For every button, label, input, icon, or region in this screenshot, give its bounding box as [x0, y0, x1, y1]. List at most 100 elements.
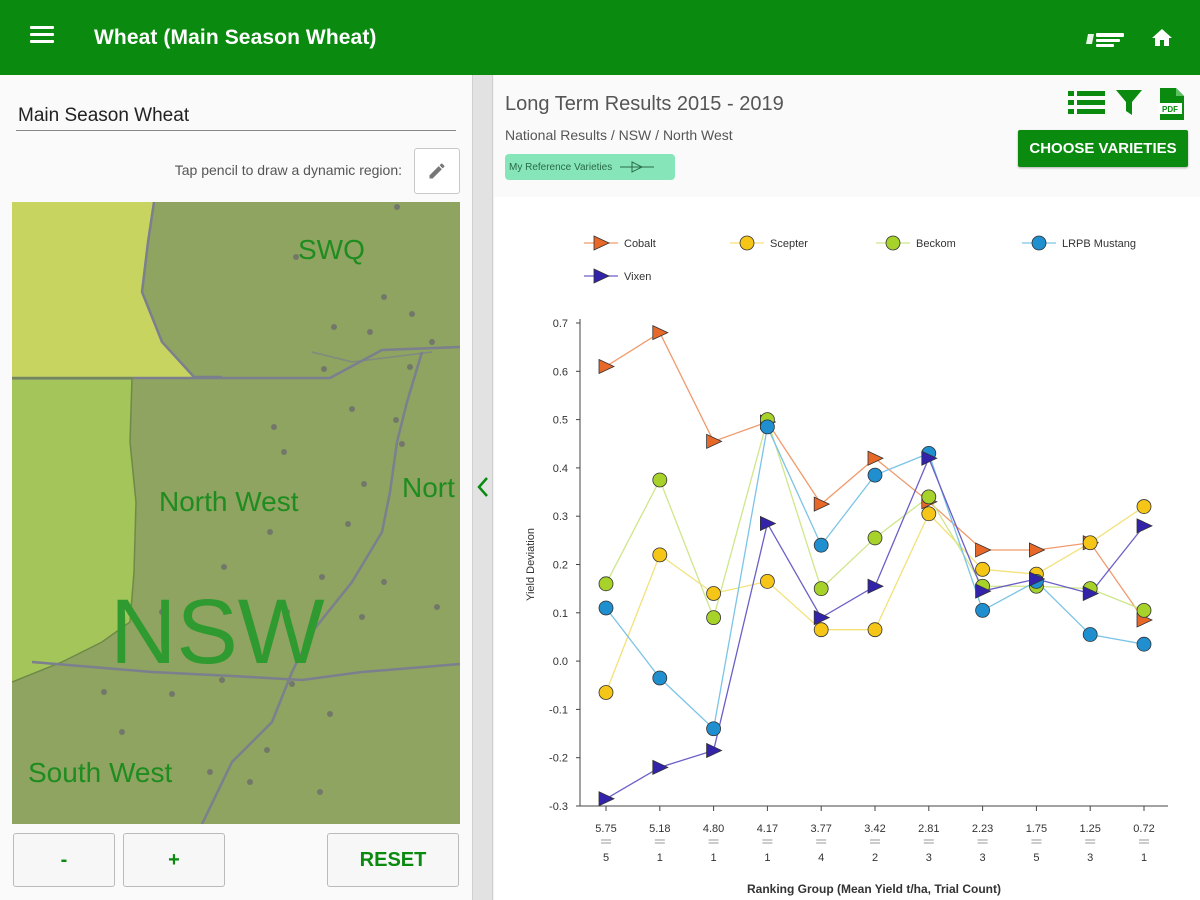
x-tick-label: 4.80: [703, 823, 724, 835]
x-tick-label: 1.75: [1026, 823, 1047, 835]
data-point-vixen: [975, 583, 992, 599]
data-point-scepter: [1082, 535, 1098, 551]
pdf-export-icon[interactable]: PDF: [1156, 87, 1186, 121]
data-point-cobalt: [867, 450, 884, 466]
results-panel: Long Term Results 2015 - 2019 National R…: [494, 75, 1200, 900]
data-point-vixen: [1029, 571, 1046, 587]
data-point-scepter: [598, 685, 614, 700]
choose-varieties-button[interactable]: CHOOSE VARIETIES: [1018, 130, 1188, 167]
data-point-scepter: [652, 547, 668, 563]
menu-icon[interactable]: [30, 26, 54, 48]
legend-label-lrpb-mustang: LRPB Mustang: [1062, 238, 1136, 250]
legend-label-vixen: Vixen: [624, 271, 651, 283]
y-tick-label: 0.4: [553, 463, 568, 475]
x-tick-label: 5.18: [649, 823, 670, 835]
data-point-lrpb-mustang: [813, 537, 829, 553]
data-point-vixen: [598, 791, 615, 807]
trial-name-field[interactable]: [16, 101, 456, 131]
x-tick-label: 3.42: [864, 823, 885, 835]
data-point-scepter: [813, 622, 829, 638]
region-panel: Tap pencil to draw a dynamic region:: [0, 75, 472, 900]
results-title: Long Term Results 2015 - 2019: [505, 93, 784, 115]
data-point-beckom: [867, 530, 883, 546]
pencil-hint: Tap pencil to draw a dynamic region:: [174, 162, 402, 178]
y-tick-label: -0.2: [549, 753, 568, 765]
yield-deviation-chart: 0.7 0.6 0.5 0.4 0.3 0.2 0.1 0.0 -0.1 -0.2 -0.3 5.75…: [525, 235, 1168, 896]
x-tick-label: 2.23: [972, 823, 993, 835]
data-point-lrpb-mustang: [1082, 627, 1098, 642]
zoom-out-button[interactable]: -: [13, 833, 115, 887]
legend-marker-scepter: [739, 235, 755, 251]
data-point-cobalt: [975, 542, 992, 558]
x-trial-count-label: 1: [711, 852, 717, 864]
data-point-lrpb-mustang: [975, 602, 991, 618]
data-point-cobalt: [652, 325, 669, 341]
data-point-vixen: [813, 610, 831, 626]
data-point-lrpb-mustang: [1136, 636, 1152, 652]
chevron-left-icon[interactable]: [476, 476, 490, 498]
data-point-lrpb-mustang: [652, 670, 668, 686]
legend-marker-vixen: [593, 268, 610, 284]
x-tick-label: 3.77: [810, 823, 831, 835]
reference-line-icon: [620, 161, 655, 173]
data-point-vixen: [867, 578, 884, 594]
pencil-icon: [429, 163, 445, 179]
data-point-scepter: [921, 506, 937, 522]
legend-label-cobalt: Cobalt: [624, 238, 656, 250]
data-point-scepter: [975, 561, 991, 577]
results-header: Long Term Results 2015 - 2019 National R…: [494, 75, 1200, 197]
svg-text:PDF: PDF: [1162, 105, 1178, 114]
list-view-icon[interactable]: [1068, 87, 1106, 119]
x-tick-label: 4.17: [757, 823, 778, 835]
data-point-scepter: [867, 622, 883, 638]
zoom-in-button[interactable]: +: [123, 833, 225, 887]
data-point-beckom: [652, 472, 668, 488]
panel-divider[interactable]: [472, 75, 493, 900]
region-map[interactable]: SWQ North West Nort NSW South West: [12, 202, 460, 824]
y-axis-label: Yield Deviation: [525, 528, 537, 601]
region-label-north-west[interactable]: North West: [159, 486, 299, 517]
x-tick-label: 1.25: [1079, 823, 1100, 835]
data-point-beckom: [706, 610, 722, 626]
x-trial-count-label: 3: [980, 852, 986, 864]
nvt-logo-icon: [1086, 33, 1124, 47]
y-tick-label: 0.5: [553, 415, 568, 427]
x-tick-label: 5.75: [595, 823, 616, 835]
x-trial-count-label: 1: [764, 852, 770, 864]
reset-button[interactable]: RESET: [327, 833, 459, 887]
data-point-lrpb-mustang: [706, 721, 722, 737]
y-tick-label: -0.3: [549, 801, 568, 813]
reference-varieties-chip[interactable]: My Reference Varieties: [505, 154, 675, 180]
filter-icon[interactable]: [1115, 87, 1143, 119]
home-icon[interactable]: [1150, 26, 1174, 50]
breadcrumb[interactable]: National Results / NSW / North West: [505, 127, 733, 143]
data-point-beckom: [813, 581, 829, 597]
data-point-cobalt: [706, 433, 723, 449]
y-tick-label: 0.6: [553, 366, 568, 378]
app-bar: Wheat (Main Season Wheat): [0, 0, 1200, 75]
y-tick-label: -0.1: [549, 704, 568, 716]
y-tick-label: 0.2: [553, 560, 568, 572]
data-point-beckom: [921, 489, 937, 505]
legend-label-scepter: Scepter: [770, 238, 808, 250]
x-trial-count-label: 1: [657, 852, 663, 864]
legend-marker-beckom: [885, 235, 901, 251]
y-tick-label: 0.1: [553, 608, 568, 620]
y-tick-label: 0.0: [553, 656, 568, 668]
draw-region-button[interactable]: [414, 148, 460, 194]
data-point-cobalt: [1029, 542, 1046, 558]
region-label-south-west[interactable]: South West: [28, 757, 173, 788]
data-point-vixen: [921, 450, 938, 466]
x-trial-count-label: 4: [818, 852, 824, 864]
x-tick-label: 2.81: [918, 823, 939, 835]
x-trial-count-label: 5: [1033, 852, 1039, 864]
data-point-beckom: [598, 576, 614, 592]
region-label-north-east[interactable]: Nort: [402, 472, 455, 503]
data-point-scepter: [1136, 499, 1152, 514]
x-trial-count-label: 5: [603, 852, 609, 864]
region-label-swq[interactable]: SWQ: [298, 234, 365, 265]
data-point-lrpb-mustang: [598, 600, 614, 616]
x-trial-count-label: 2: [872, 852, 878, 864]
data-point-cobalt: [813, 496, 831, 512]
legend-marker-cobalt: [593, 235, 610, 251]
